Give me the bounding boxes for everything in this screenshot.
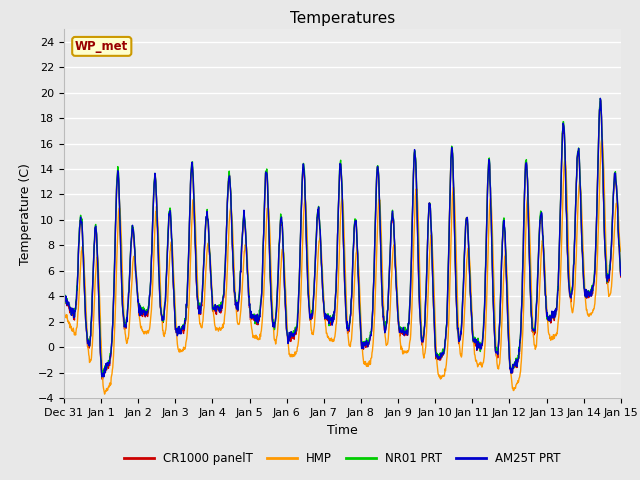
CR1000 panelT: [597, 98, 605, 104]
CR1000 panelT: [429, 290, 437, 296]
AM25T PRT: [596, 96, 604, 101]
AM25T PRT: [184, 265, 192, 271]
CR1000 panelT: [617, 274, 625, 280]
NR01 PRT: [184, 264, 192, 269]
Title: Temperatures: Temperatures: [290, 11, 395, 26]
HMP: [246, 313, 254, 319]
HMP: [502, 252, 509, 258]
HMP: [551, 332, 559, 337]
HMP: [100, 391, 108, 397]
NR01 PRT: [551, 309, 559, 314]
AM25T PRT: [617, 273, 625, 278]
AM25T PRT: [551, 307, 559, 313]
NR01 PRT: [246, 311, 254, 316]
HMP: [184, 317, 192, 323]
AM25T PRT: [502, 253, 509, 259]
AM25T PRT: [246, 315, 254, 321]
AM25T PRT: [429, 289, 437, 295]
HMP: [598, 135, 606, 141]
Line: AM25T PRT: AM25T PRT: [64, 98, 621, 377]
X-axis label: Time: Time: [327, 424, 358, 437]
HMP: [171, 292, 179, 298]
HMP: [60, 310, 68, 315]
CR1000 panelT: [99, 376, 106, 382]
Line: NR01 PRT: NR01 PRT: [64, 98, 621, 377]
Y-axis label: Temperature (C): Temperature (C): [19, 163, 32, 264]
NR01 PRT: [60, 286, 68, 291]
CR1000 panelT: [502, 254, 509, 260]
CR1000 panelT: [246, 317, 254, 323]
NR01 PRT: [429, 288, 437, 293]
HMP: [429, 259, 437, 264]
NR01 PRT: [171, 306, 179, 312]
Line: CR1000 panelT: CR1000 panelT: [64, 101, 621, 379]
NR01 PRT: [617, 270, 625, 276]
AM25T PRT: [60, 290, 68, 296]
CR1000 panelT: [60, 294, 68, 300]
Legend: CR1000 panelT, HMP, NR01 PRT, AM25T PRT: CR1000 panelT, HMP, NR01 PRT, AM25T PRT: [120, 448, 565, 470]
NR01 PRT: [502, 251, 509, 257]
HMP: [617, 249, 625, 254]
NR01 PRT: [99, 374, 106, 380]
AM25T PRT: [171, 309, 179, 315]
AM25T PRT: [100, 374, 108, 380]
Line: HMP: HMP: [64, 138, 621, 394]
Text: WP_met: WP_met: [75, 40, 129, 53]
NR01 PRT: [596, 96, 604, 101]
CR1000 panelT: [551, 311, 559, 317]
CR1000 panelT: [184, 265, 192, 271]
CR1000 panelT: [171, 308, 179, 314]
